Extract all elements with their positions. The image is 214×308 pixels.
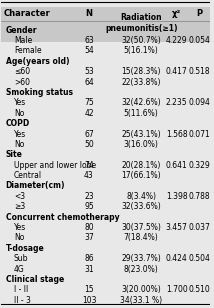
Text: 8(3.4%): 8(3.4%) [126,192,156,201]
Text: 1.568: 1.568 [166,129,187,139]
Text: 0.504: 0.504 [189,254,211,263]
Text: 4.229: 4.229 [166,36,187,45]
Text: 0.071: 0.071 [189,129,210,139]
Text: Gender: Gender [6,26,37,34]
Text: No: No [14,233,24,242]
Text: 0.424: 0.424 [166,254,187,263]
Text: 37: 37 [84,233,94,242]
Text: No: No [14,140,24,149]
Text: 25(43.1%): 25(43.1%) [121,129,161,139]
Text: Male: Male [14,36,32,45]
Text: P: P [196,9,203,18]
Text: Age(years old): Age(years old) [6,57,69,66]
Text: 8(23.0%): 8(23.0%) [124,265,159,274]
Text: Female: Female [14,47,42,55]
Text: 30(37.5%): 30(37.5%) [121,223,161,232]
Text: 50: 50 [84,140,94,149]
Text: I - II: I - II [14,285,28,294]
Text: 3.457: 3.457 [166,223,187,232]
Text: Yes: Yes [14,98,26,107]
Text: 43: 43 [84,171,94,180]
Text: 7(18.4%): 7(18.4%) [124,233,159,242]
Text: 0.329: 0.329 [189,161,210,170]
Text: >60: >60 [14,78,30,87]
Text: 22(33.8%): 22(33.8%) [121,78,161,87]
Text: 34(33.1 %): 34(33.1 %) [120,296,162,305]
Text: 42: 42 [84,109,94,118]
Text: 1.700: 1.700 [166,285,187,294]
Text: II - 3: II - 3 [14,296,31,305]
Text: 0.417: 0.417 [166,67,187,76]
Text: Upper and lower lobe: Upper and lower lobe [14,161,96,170]
Text: 1.398: 1.398 [166,192,187,201]
Text: 0.094: 0.094 [189,98,211,107]
Text: 0.641: 0.641 [166,161,187,170]
Text: Central: Central [14,171,42,180]
Text: 15: 15 [84,285,94,294]
Text: 53: 53 [84,67,94,76]
Text: Yes: Yes [14,223,26,232]
Text: Diameter(cm): Diameter(cm) [6,181,65,190]
Text: 20(28.1%): 20(28.1%) [122,161,161,170]
Text: ≥3: ≥3 [14,202,25,211]
Text: Yes: Yes [14,129,26,139]
Text: 64: 64 [84,78,94,87]
Text: Radiation
pneumonitis(≥1): Radiation pneumonitis(≥1) [105,13,177,33]
Text: 5(16.1%): 5(16.1%) [124,47,159,55]
Text: 103: 103 [82,296,96,305]
Text: COPD: COPD [6,119,30,128]
Text: 0.037: 0.037 [189,223,211,232]
Text: Smoking status: Smoking status [6,88,73,97]
Text: 32(50.7%): 32(50.7%) [121,36,161,45]
Text: <3: <3 [14,192,25,201]
Text: 15(28.3%): 15(28.3%) [121,67,161,76]
Text: Concurrent chemotherapy: Concurrent chemotherapy [6,213,119,221]
Text: 0.054: 0.054 [189,36,211,45]
Text: 0.518: 0.518 [189,67,210,76]
Text: Character: Character [3,9,50,18]
Text: 95: 95 [84,202,94,211]
Text: 17(66.1%): 17(66.1%) [121,171,161,180]
Text: 54: 54 [84,47,94,55]
Text: 0.510: 0.510 [189,285,210,294]
Text: No: No [14,109,24,118]
Text: 5(11.6%): 5(11.6%) [124,109,159,118]
Text: 74: 74 [84,161,94,170]
Text: 23: 23 [84,192,94,201]
Text: 2.235: 2.235 [166,98,187,107]
Text: 3(16.0%): 3(16.0%) [124,140,159,149]
Text: 0.788: 0.788 [189,192,210,201]
Text: Site: Site [6,150,22,159]
Text: χ²: χ² [172,9,181,18]
Text: 67: 67 [84,129,94,139]
Text: 29(33.7%): 29(33.7%) [121,254,161,263]
Text: 63: 63 [84,36,94,45]
Text: 75: 75 [84,98,94,107]
Text: Sub: Sub [14,254,28,263]
Text: 86: 86 [84,254,94,263]
Text: 31: 31 [84,265,94,274]
Text: 3(20.00%): 3(20.00%) [121,285,161,294]
Text: T-dosage: T-dosage [6,244,44,253]
Text: N: N [85,9,92,18]
Text: 80: 80 [84,223,94,232]
Text: ≤60: ≤60 [14,67,30,76]
Text: 4G: 4G [14,265,25,274]
Text: 32(42.6%): 32(42.6%) [121,98,161,107]
Text: Clinical stage: Clinical stage [6,275,64,284]
Text: 32(33.6%): 32(33.6%) [121,202,161,211]
Bar [1,7,210,42]
